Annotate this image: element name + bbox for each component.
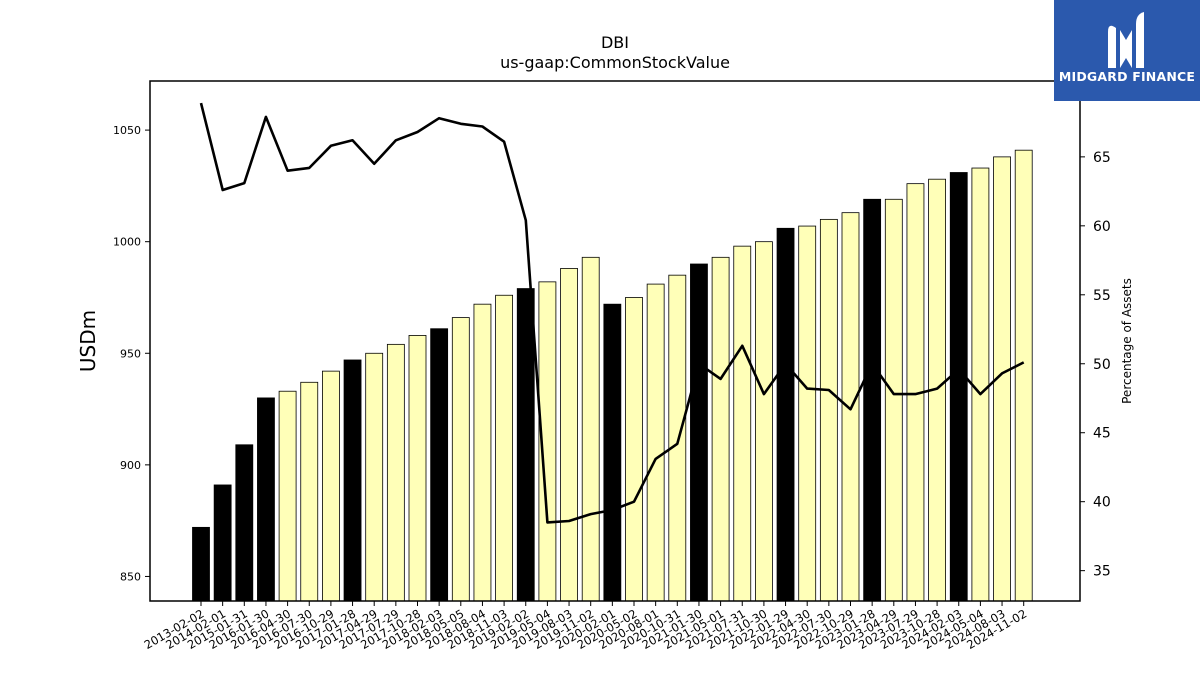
bar-series bbox=[192, 149, 1033, 602]
bar bbox=[668, 274, 687, 602]
bar bbox=[1014, 149, 1033, 602]
bar bbox=[884, 198, 903, 602]
y-axis-left: 850 900 950 1000 1050 bbox=[113, 124, 150, 583]
y-tick-label: 1000 bbox=[113, 236, 141, 249]
bar bbox=[863, 198, 882, 602]
y2-tick-label: 65 bbox=[1093, 150, 1111, 166]
brand-logo: MIDGARD FINANCE bbox=[1054, 0, 1200, 101]
x-axis: 2013-02-022014-02-012015-01-312016-01-30… bbox=[142, 601, 1029, 652]
y-tick-label: 950 bbox=[120, 347, 141, 360]
bar bbox=[430, 328, 449, 602]
y2-tick-label: 50 bbox=[1093, 357, 1111, 373]
bar bbox=[192, 526, 210, 602]
y2-tick-label: 55 bbox=[1093, 288, 1111, 304]
bar bbox=[755, 241, 773, 602]
y-tick-label: 1050 bbox=[113, 124, 141, 137]
bar bbox=[733, 245, 752, 602]
bar bbox=[819, 218, 838, 602]
bar bbox=[257, 397, 275, 602]
bar bbox=[386, 343, 405, 602]
bar bbox=[321, 370, 340, 602]
bar bbox=[690, 263, 708, 602]
bar bbox=[516, 288, 535, 602]
bar bbox=[581, 256, 600, 602]
chart-subtitle: us-gaap:CommonStockValue bbox=[500, 53, 730, 72]
bar bbox=[603, 303, 622, 602]
bar bbox=[711, 256, 730, 602]
bar bbox=[560, 268, 578, 602]
bar bbox=[365, 352, 384, 602]
bar bbox=[776, 227, 795, 602]
bar bbox=[278, 390, 297, 602]
y2-tick-label: 45 bbox=[1093, 426, 1111, 442]
y-axis-label: USDm bbox=[76, 310, 100, 372]
percentage-line bbox=[199, 102, 1025, 524]
y-tick-label: 900 bbox=[120, 459, 141, 472]
y2-tick-label: 35 bbox=[1093, 564, 1111, 580]
y-tick-label: 850 bbox=[120, 570, 141, 583]
bar bbox=[235, 444, 254, 602]
y-axis-right: 35 40 45 50 55 60 65 bbox=[1080, 150, 1111, 580]
bar bbox=[408, 335, 427, 602]
bar bbox=[451, 317, 470, 602]
bar bbox=[949, 172, 968, 602]
bar bbox=[625, 297, 643, 602]
bar bbox=[495, 294, 514, 602]
brand-name: MIDGARD FINANCE bbox=[1058, 69, 1196, 84]
bar bbox=[798, 225, 817, 602]
chart-title: DBI bbox=[601, 33, 629, 52]
bar bbox=[213, 484, 232, 602]
y2-axis-label: Percentage of Assets bbox=[1120, 278, 1134, 404]
plot-frame bbox=[149, 80, 1081, 602]
bar bbox=[646, 283, 665, 602]
y2-tick-label: 60 bbox=[1093, 219, 1111, 235]
bar bbox=[300, 381, 319, 602]
bar bbox=[343, 359, 362, 602]
bar bbox=[473, 303, 492, 602]
y2-tick-label: 40 bbox=[1093, 495, 1111, 511]
midgard-logo-icon bbox=[1108, 12, 1144, 68]
line-series bbox=[199, 102, 1025, 524]
bar bbox=[971, 167, 990, 602]
